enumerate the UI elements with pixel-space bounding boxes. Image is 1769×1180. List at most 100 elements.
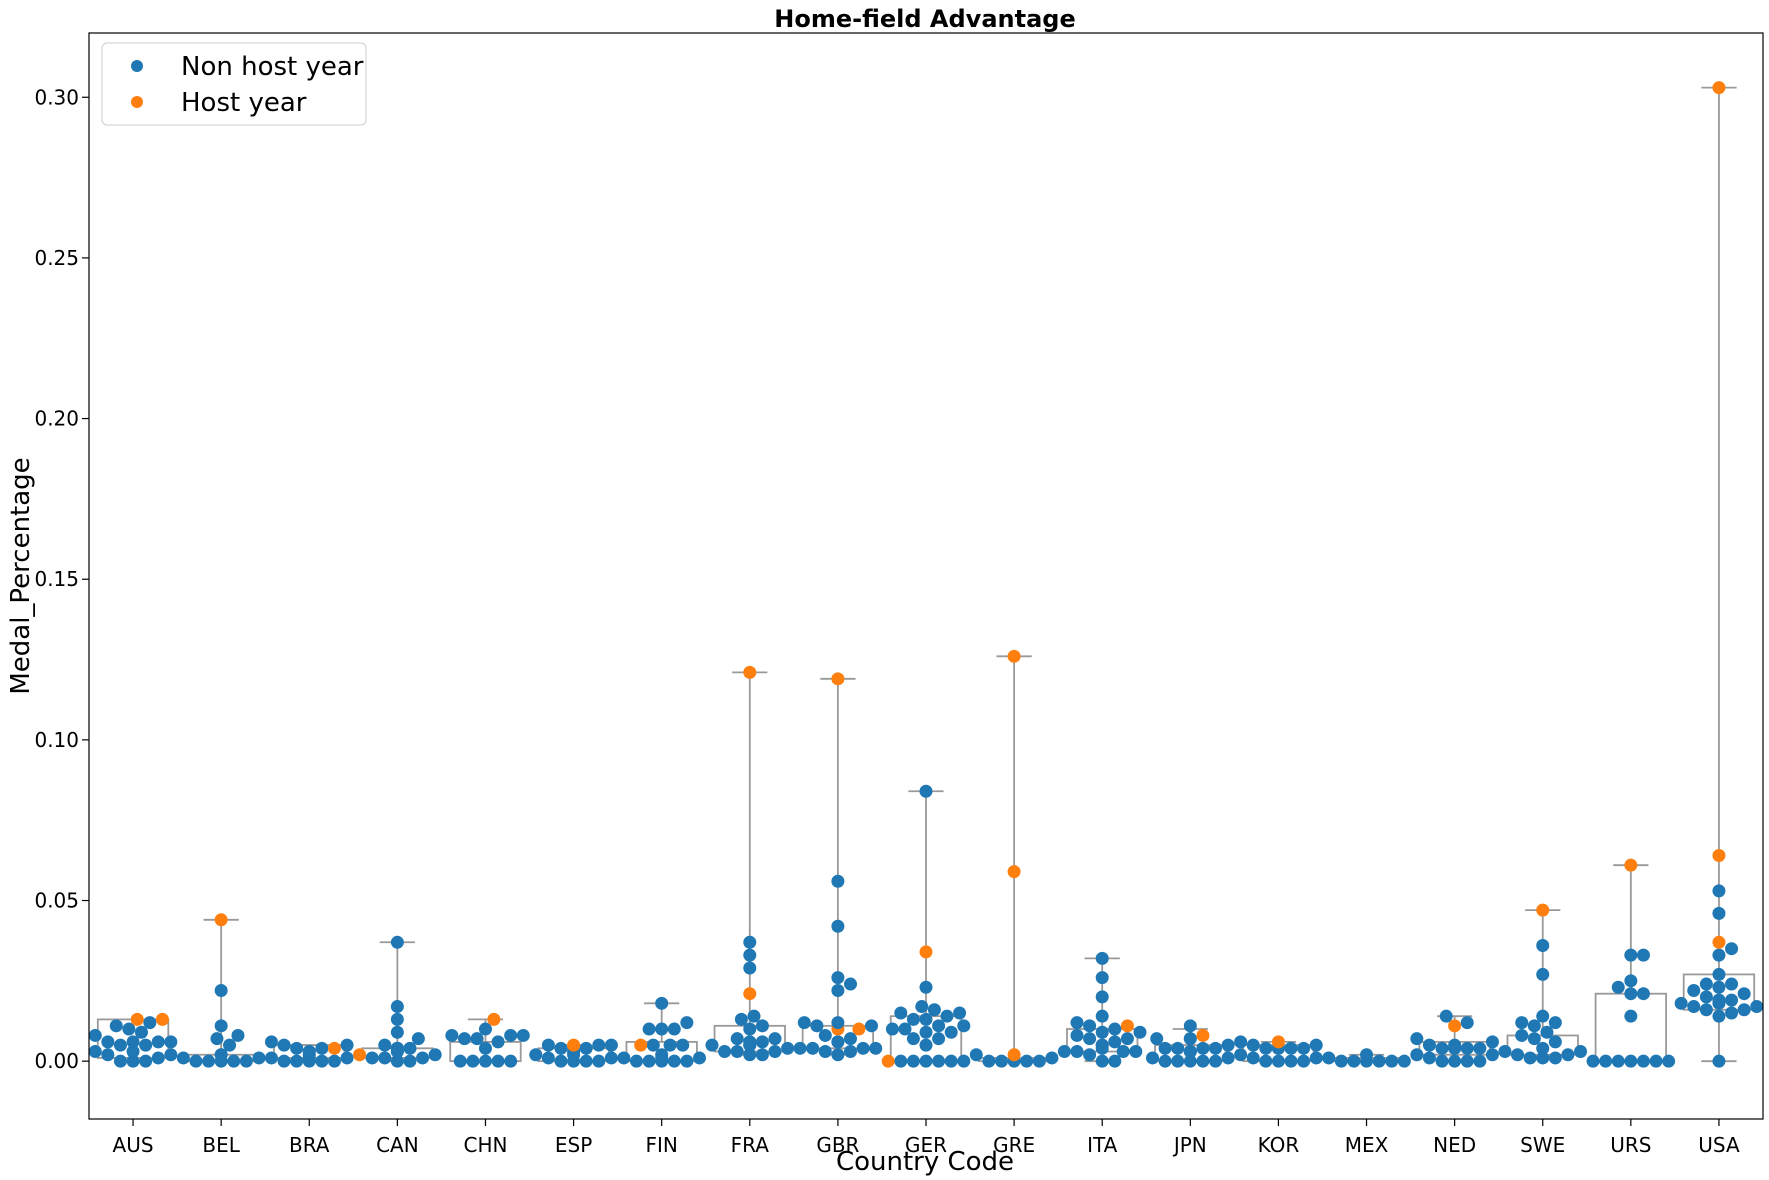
non-host-year-point-ita <box>1083 1048 1097 1062</box>
non-host-year-point-esp <box>541 1038 555 1052</box>
non-host-year-point-usa <box>1712 980 1726 994</box>
host-year-point-esp <box>567 1038 581 1052</box>
y-tick-label: 0.05 <box>34 889 79 913</box>
x-tick-label-aus: AUS <box>113 1133 154 1157</box>
non-host-year-point-ita <box>1095 1009 1109 1023</box>
non-host-year-point-gre <box>969 1048 983 1062</box>
x-tick-label-chn: CHN <box>463 1133 507 1157</box>
non-host-year-point-urs <box>1624 974 1638 988</box>
non-host-year-point-aus <box>164 1035 178 1049</box>
non-host-year-point-jpn <box>1183 1045 1197 1059</box>
non-host-year-point-urs <box>1586 1054 1600 1068</box>
non-host-year-point-mex <box>1385 1054 1399 1068</box>
y-tick-label: 0.00 <box>34 1049 79 1073</box>
non-host-year-point-swe <box>1536 938 1550 952</box>
non-host-year-point-usa <box>1712 906 1726 920</box>
non-host-year-point-gbr <box>793 1041 807 1055</box>
non-host-year-point-fin <box>680 1054 694 1068</box>
non-host-year-point-ita <box>1095 971 1109 985</box>
non-host-year-point-swe <box>1574 1045 1588 1059</box>
non-host-year-point-fin <box>617 1051 631 1065</box>
non-host-year-point-bel <box>210 1032 224 1046</box>
non-host-year-point-aus <box>122 1022 136 1036</box>
non-host-year-point-ger <box>885 1022 899 1036</box>
non-host-year-point-urs <box>1662 1054 1676 1068</box>
non-host-year-point-fin <box>680 1016 694 1030</box>
non-host-year-point-esp <box>579 1041 593 1055</box>
non-host-year-point-jpn <box>1171 1054 1185 1068</box>
host-year-point-usa <box>1712 849 1726 863</box>
non-host-year-point-kor <box>1246 1038 1260 1052</box>
non-host-year-point-ita <box>1108 1054 1122 1068</box>
non-host-year-point-gbr <box>843 1045 857 1059</box>
non-host-year-point-ita <box>1083 1032 1097 1046</box>
non-host-year-point-ger <box>919 784 933 798</box>
non-host-year-point-esp <box>554 1054 568 1068</box>
non-host-year-point-fra <box>730 1045 744 1059</box>
host-year-point-ita <box>1120 1019 1134 1033</box>
non-host-year-point-fin <box>655 1022 669 1036</box>
non-host-year-point-chn <box>445 1028 459 1042</box>
non-host-year-point-ned <box>1460 1016 1474 1030</box>
non-host-year-point-jpn <box>1196 1041 1210 1055</box>
non-host-year-point-bra <box>277 1054 291 1068</box>
x-tick-label-bel: BEL <box>202 1133 240 1157</box>
non-host-year-point-bel <box>223 1038 237 1052</box>
non-host-year-point-ger <box>932 1054 946 1068</box>
non-host-year-point-ger <box>957 1054 971 1068</box>
non-host-year-point-esp <box>604 1051 618 1065</box>
host-year-point-swe <box>1536 903 1550 917</box>
non-host-year-point-esp <box>592 1038 606 1052</box>
non-host-year-point-chn <box>466 1054 480 1068</box>
legend-label-non-host: Non host year <box>181 52 364 82</box>
non-host-year-point-esp <box>592 1054 606 1068</box>
boxplot-layer <box>96 86 1756 1063</box>
non-host-year-point-bra <box>340 1038 354 1052</box>
non-host-year-point-jpn <box>1221 1051 1235 1065</box>
non-host-year-point-urs <box>1611 1054 1625 1068</box>
x-tick-label-fra: FRA <box>731 1133 770 1157</box>
non-host-year-point-can <box>365 1051 379 1065</box>
non-host-year-point-aus <box>139 1038 153 1052</box>
non-host-year-point-urs <box>1624 948 1638 962</box>
non-host-year-point-bel <box>227 1054 241 1068</box>
non-host-year-point-bel <box>239 1054 253 1068</box>
non-host-year-point-ned <box>1410 1048 1424 1062</box>
x-tick-label-ita: ITA <box>1087 1133 1118 1157</box>
non-host-year-point-jpn <box>1183 1054 1197 1068</box>
non-host-year-point-bra <box>315 1041 329 1055</box>
non-host-year-point-fra <box>755 1019 769 1033</box>
non-host-year-point-aus <box>151 1051 165 1065</box>
host-year-point-usa <box>1712 935 1726 949</box>
non-host-year-point-esp <box>529 1048 543 1062</box>
non-host-year-point-ned <box>1460 1041 1474 1055</box>
non-host-year-point-aus <box>126 1045 140 1059</box>
host-year-point-gre <box>1007 649 1021 663</box>
non-host-year-point-urs <box>1636 987 1650 1001</box>
non-host-year-point-bra <box>290 1041 304 1055</box>
non-host-year-point-ger <box>944 1025 958 1039</box>
legend: Non host year Host year <box>101 42 367 126</box>
non-host-year-point-gbr <box>797 1016 811 1030</box>
non-host-year-point-usa <box>1737 1003 1751 1017</box>
boxplot-gbr <box>801 677 875 1056</box>
non-host-year-point-aus <box>88 1045 102 1059</box>
non-host-year-point-jpn <box>1150 1032 1164 1046</box>
x-tick-label-esp: ESP <box>555 1133 592 1157</box>
x-tick-label-mex: MEX <box>1345 1133 1389 1157</box>
non-host-year-point-esp <box>604 1038 618 1052</box>
non-host-year-point-can <box>378 1038 392 1052</box>
non-host-year-point-fin <box>655 1048 669 1062</box>
y-axis: 0.00 0.05 0.10 0.15 0.20 0.25 0.30 <box>34 85 89 1073</box>
non-host-year-point-mex <box>1347 1054 1361 1068</box>
non-host-year-point-mex <box>1372 1054 1386 1068</box>
non-host-year-point-usa <box>1699 1003 1713 1017</box>
host-year-point-ger <box>919 945 933 959</box>
non-host-year-point-swe <box>1523 1051 1537 1065</box>
non-host-year-point-can <box>390 1041 404 1055</box>
host-year-point-urs <box>1624 858 1638 872</box>
swarm-points-layer <box>88 81 1764 1068</box>
host-year-point-gre <box>1007 865 1021 879</box>
non-host-year-point-bel <box>214 983 228 997</box>
non-host-year-point-gre <box>1032 1054 1046 1068</box>
